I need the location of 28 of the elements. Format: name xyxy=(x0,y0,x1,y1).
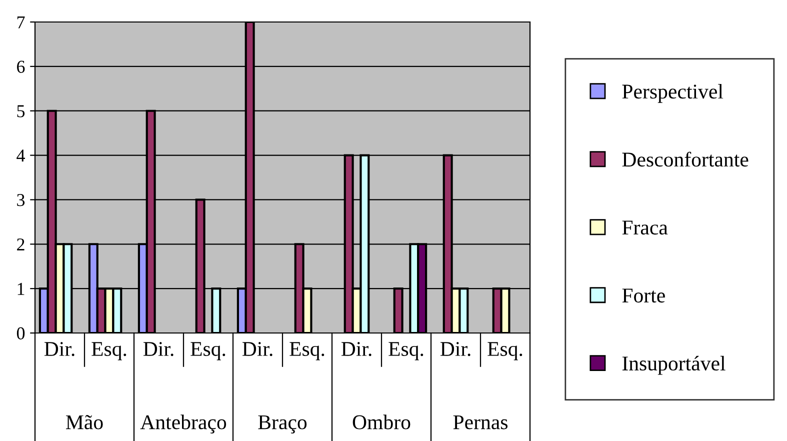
x-tick-label: Dir. xyxy=(242,342,272,356)
x-tick-label: Dir. xyxy=(440,342,470,356)
x-tick-label: Esq. xyxy=(290,342,324,360)
legend-label: Insuportável xyxy=(622,356,726,375)
x-tick-label: Dir. xyxy=(341,342,372,356)
legend-label: Fraca xyxy=(622,220,668,235)
x-tick-label: Esq. xyxy=(388,342,424,360)
text: Mão xyxy=(66,415,103,430)
text: Pernas xyxy=(453,415,508,430)
y-tick-label: 6 xyxy=(17,60,25,73)
x-tick-label: Dir. xyxy=(143,342,174,356)
y-tick-label: 0 xyxy=(16,327,25,340)
x-tick-label: Dir. xyxy=(44,342,74,356)
y-tick-label: 7 xyxy=(17,16,25,28)
legend-label: Forte xyxy=(622,288,665,303)
x-tick-label: Esq. xyxy=(190,342,226,360)
legend-label: Desconfortante xyxy=(622,152,748,167)
y-tick-label: 2 xyxy=(17,238,24,250)
legend-label: Perspectivel xyxy=(622,84,724,103)
y-tick-label: 4 xyxy=(16,150,25,162)
x-tick-label: Esq. xyxy=(92,342,126,360)
y-tick-label: 3 xyxy=(17,194,25,206)
text: Braço xyxy=(258,415,307,434)
x-tick-label: Esq. xyxy=(488,342,522,360)
y-tick-label: 1 xyxy=(18,282,24,295)
text: Antebraço xyxy=(140,414,226,434)
text: Ombro xyxy=(352,414,410,430)
y-tick-label: 5 xyxy=(17,105,25,118)
